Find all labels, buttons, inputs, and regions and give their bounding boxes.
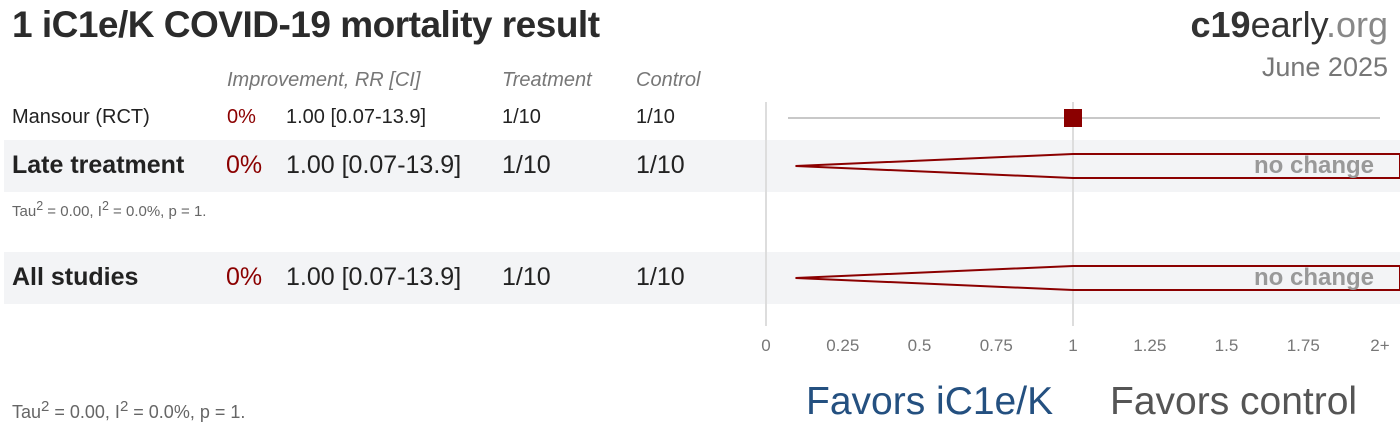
- group-improvement: 0%: [226, 151, 263, 179]
- x-tick-label: 1.5: [1214, 336, 1239, 355]
- footer-heterogeneity-stats: Tau2 = 0.00, I2 = 0.0%, p = 1.: [12, 398, 246, 422]
- x-tick-label: 0.25: [826, 336, 860, 355]
- header-treatment: Treatment: [502, 69, 592, 91]
- brand-part-2: early: [1250, 4, 1326, 45]
- x-tick-label: 0: [761, 336, 771, 355]
- header-control: Control: [636, 69, 701, 91]
- group-rr-ci: 1.00 [0.07-13.9]: [286, 151, 462, 179]
- favors-treatment-label: Favors iC1e/K: [806, 380, 1054, 423]
- all-improvement: 0%: [226, 263, 263, 291]
- pooled-diamond: [795, 265, 1400, 291]
- group-control: 1/10: [636, 151, 685, 179]
- brand-logo: c19early.org: [1191, 4, 1388, 46]
- group-label-all-studies: All studies: [12, 263, 139, 291]
- study-treatment: 1/10: [502, 106, 541, 128]
- x-tick-label: 0.5: [907, 336, 932, 355]
- group-heterogeneity-stats: Tau2 = 0.00, I2 = 0.0%, p = 1.: [12, 199, 207, 220]
- report-date: June 2025: [1261, 52, 1388, 82]
- header-improvement: Improvement, RR [CI]: [227, 69, 421, 91]
- study-rr-ci: 1.00 [0.07-13.9]: [286, 106, 427, 128]
- x-tick-label: 1: [1068, 336, 1078, 355]
- favors-control-label: Favors control: [1110, 380, 1358, 423]
- brand-part-1: c19: [1190, 4, 1251, 45]
- study-point-marker: [1064, 109, 1082, 127]
- study-label: Mansour (RCT): [12, 106, 150, 128]
- all-studies-band: [4, 252, 1400, 304]
- all-control: 1/10: [636, 263, 685, 291]
- effect-label-all: no change: [1254, 264, 1375, 291]
- brand-part-3: .org: [1325, 4, 1388, 45]
- all-treatment: 1/10: [502, 263, 551, 291]
- group-label-late-treatment: Late treatment: [12, 151, 185, 179]
- x-tick-label: 0.75: [979, 336, 1013, 355]
- group-treatment: 1/10: [502, 151, 551, 179]
- study-improvement: 0%: [227, 106, 256, 128]
- x-tick-label: 2+: [1370, 336, 1390, 355]
- late-treatment-band: [4, 140, 1400, 192]
- pooled-diamond: [795, 153, 1400, 179]
- x-tick-label: 1.75: [1286, 336, 1320, 355]
- x-tick-label: 1.25: [1133, 336, 1167, 355]
- study-control: 1/10: [636, 106, 675, 128]
- all-rr-ci: 1.00 [0.07-13.9]: [286, 263, 462, 291]
- page-title: 1 iC1e/K COVID-19 mortality result: [12, 4, 600, 45]
- effect-label-late: no change: [1254, 152, 1375, 179]
